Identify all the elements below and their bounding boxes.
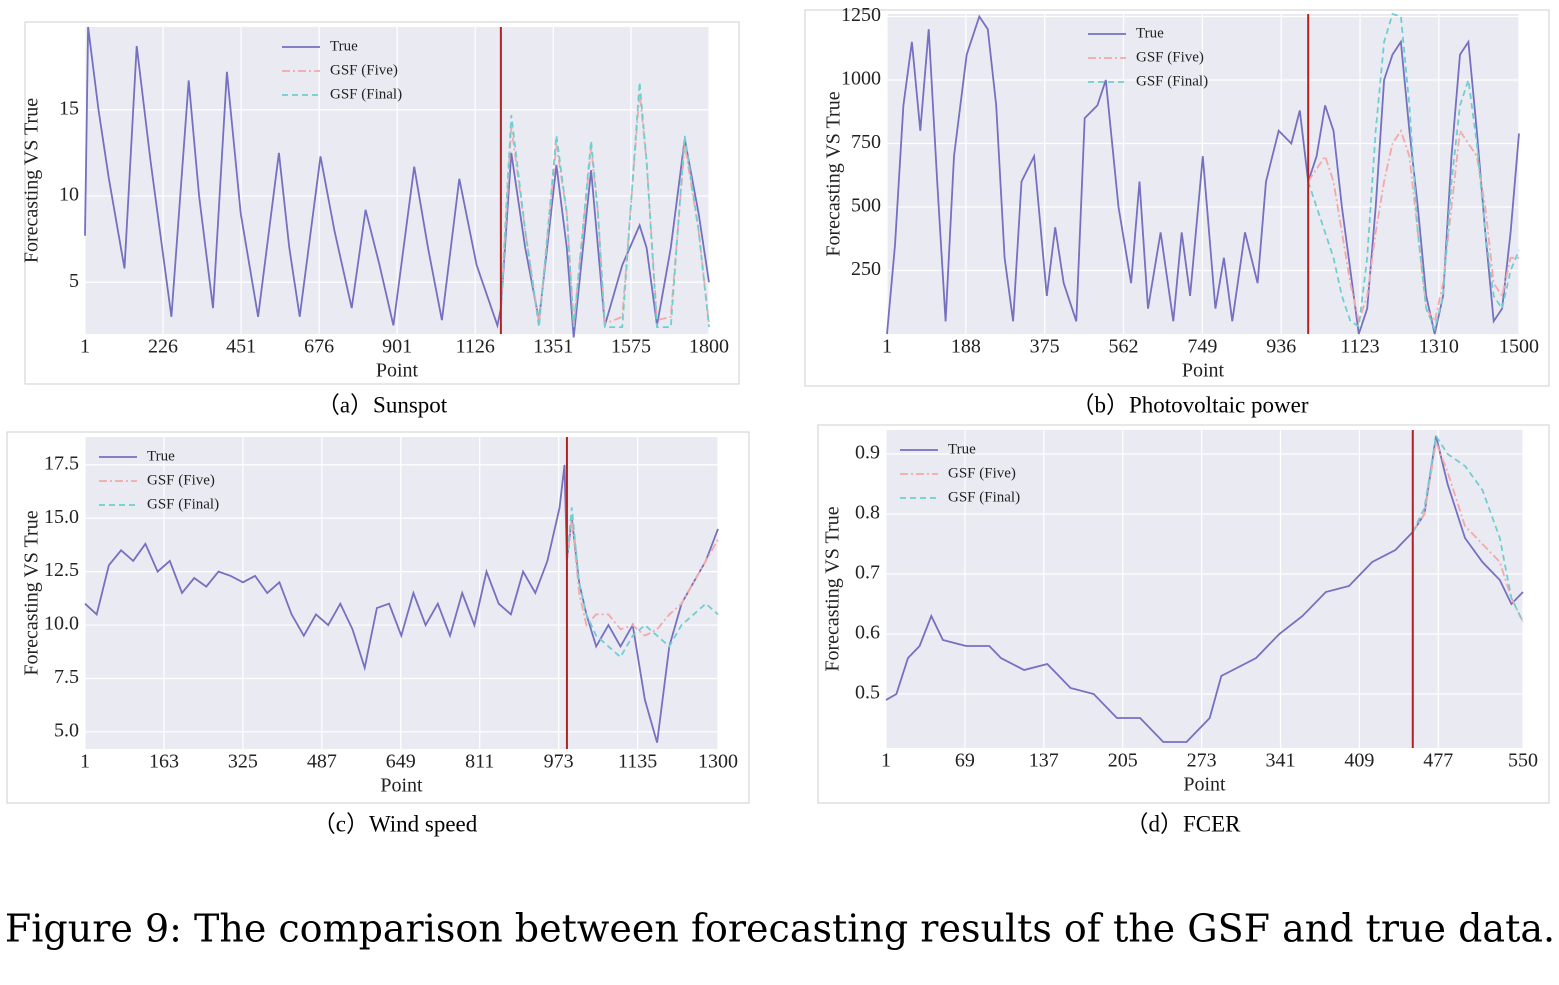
x-tick-label: 137: [1029, 750, 1059, 772]
legend-label: GSF (Five): [948, 465, 1016, 481]
chart-panel: 1 226 451 676 901 1126 1351 1575 1800 5 10 15 Point F…: [21, 21, 740, 385]
x-tick-label: 1800: [689, 336, 729, 358]
x-tick-label: 1123: [1340, 336, 1379, 358]
y-tick-label: 750: [851, 131, 881, 153]
x-tick-label: 1126: [456, 336, 495, 358]
plot-area: [85, 437, 718, 749]
x-tick-label: 811: [465, 751, 494, 773]
y-tick-label: 12.5: [44, 559, 79, 581]
y-axis-label: Forecasting VS True: [21, 98, 43, 263]
x-tick-label: 273: [1187, 750, 1217, 772]
y-tick-label: 5: [69, 270, 79, 292]
legend-label: GSF (Final): [147, 496, 219, 512]
y-tick-label: 10: [59, 184, 79, 206]
y-tick-label: 7.5: [54, 666, 79, 688]
y-tick-label: 17.5: [44, 452, 79, 474]
x-tick-label: 1300: [698, 751, 738, 773]
y-tick-label: 1000: [841, 68, 881, 90]
x-tick-label: 550: [1508, 750, 1538, 772]
x-tick-label: 451: [226, 336, 256, 358]
y-tick-label: 10.0: [44, 613, 79, 635]
x-axis-label: Point: [1182, 360, 1225, 382]
x-tick-label: 749: [1187, 336, 1217, 358]
x-tick-label: 1: [80, 751, 90, 773]
y-tick-label: 0.7: [855, 562, 880, 584]
x-tick-label: 188: [951, 336, 981, 358]
data-line: [1411, 433, 1524, 623]
x-tick-label: 562: [1109, 336, 1139, 358]
y-tick-label: 500: [851, 195, 881, 217]
legend-label: True: [1136, 25, 1164, 41]
data-line: [566, 507, 719, 659]
x-tick-label: 409: [1344, 750, 1374, 772]
x-tick-label: 973: [544, 751, 574, 773]
x-tick-label: 901: [382, 336, 412, 358]
x-tick-label: 341: [1265, 750, 1295, 772]
data-line: [566, 518, 719, 637]
panel-caption: （c）Wind speed: [313, 811, 478, 836]
x-tick-label: 1310: [1419, 336, 1459, 358]
x-tick-label: 325: [228, 751, 258, 773]
y-tick-label: 0.6: [855, 622, 880, 644]
data-line: [1307, 12, 1520, 332]
legend-label: True: [330, 38, 358, 54]
data-line: [886, 14, 1520, 335]
data-line: [84, 26, 710, 338]
x-tick-label: 375: [1030, 336, 1060, 358]
x-tick-label: 676: [304, 336, 334, 358]
legend-label: GSF (Five): [1136, 49, 1204, 65]
data-line: [500, 92, 710, 325]
y-tick-label: 250: [851, 258, 881, 280]
y-tick-label: 1250: [841, 4, 881, 26]
x-tick-label: 163: [149, 751, 179, 773]
y-tick-label: 15.0: [44, 506, 79, 528]
x-tick-label: 1575: [611, 336, 651, 358]
x-tick-label: 1135: [618, 751, 657, 773]
x-tick-label: 1500: [1499, 336, 1539, 358]
data-line: [84, 464, 719, 743]
panel-caption: （a）Sunspot: [317, 392, 448, 417]
x-tick-label: 1: [882, 336, 892, 358]
legend-label: GSF (Final): [1136, 73, 1208, 89]
legend-label: GSF (Final): [948, 489, 1020, 505]
legend-label: GSF (Five): [147, 472, 215, 488]
x-tick-label: 487: [307, 751, 337, 773]
chart-panel: 1 188 375 562 749 936 1123 1310 1500 250 500 750 100…: [804, 4, 1550, 387]
x-tick-label: 1351: [533, 336, 573, 358]
plot-area: [886, 430, 1523, 748]
x-tick-label: 69: [955, 750, 975, 772]
y-axis-label: Forecasting VS True: [21, 510, 43, 675]
chart-panel: 1 69 137 205 273 341 409 477 550 0.5 0.6 0.7 0.8 0.9 P…: [817, 424, 1550, 804]
y-axis-label: Forecasting VS True: [823, 91, 845, 256]
legend-label: GSF (Final): [330, 86, 402, 102]
y-tick-label: 5.0: [54, 719, 79, 741]
x-tick-label: 1: [881, 750, 891, 772]
legend-label: GSF (Five): [330, 62, 398, 78]
legend-label: True: [948, 441, 976, 457]
data-line: [1412, 438, 1524, 623]
x-axis-label: Point: [1183, 774, 1226, 796]
data-line: [500, 82, 710, 328]
y-axis-label: Forecasting VS True: [822, 506, 844, 671]
panel-caption: （b）Photovoltaic power: [1072, 392, 1309, 417]
data-line: [1307, 128, 1519, 325]
x-axis-label: Point: [376, 360, 419, 382]
panel-caption: （d）FCER: [1125, 811, 1241, 836]
x-tick-label: 649: [386, 751, 416, 773]
legend-label: True: [147, 448, 175, 464]
x-tick-label: 477: [1423, 750, 1453, 772]
y-tick-label: 0.8: [855, 502, 880, 524]
x-tick-label: 936: [1266, 336, 1296, 358]
chart-panel: 1 163 325 487 649 811 973 1135 1300 5.0 7.5 10.0 12.…: [6, 431, 750, 804]
figure-caption: Figure 9: The comparison between forecas…: [5, 907, 1555, 951]
y-tick-label: 0.9: [855, 442, 880, 464]
y-tick-label: 15: [59, 97, 79, 119]
x-axis-label: Point: [380, 775, 423, 797]
x-tick-label: 226: [148, 336, 178, 358]
x-tick-label: 1: [80, 336, 90, 358]
y-tick-label: 0.5: [855, 682, 880, 704]
x-tick-label: 205: [1108, 750, 1138, 772]
